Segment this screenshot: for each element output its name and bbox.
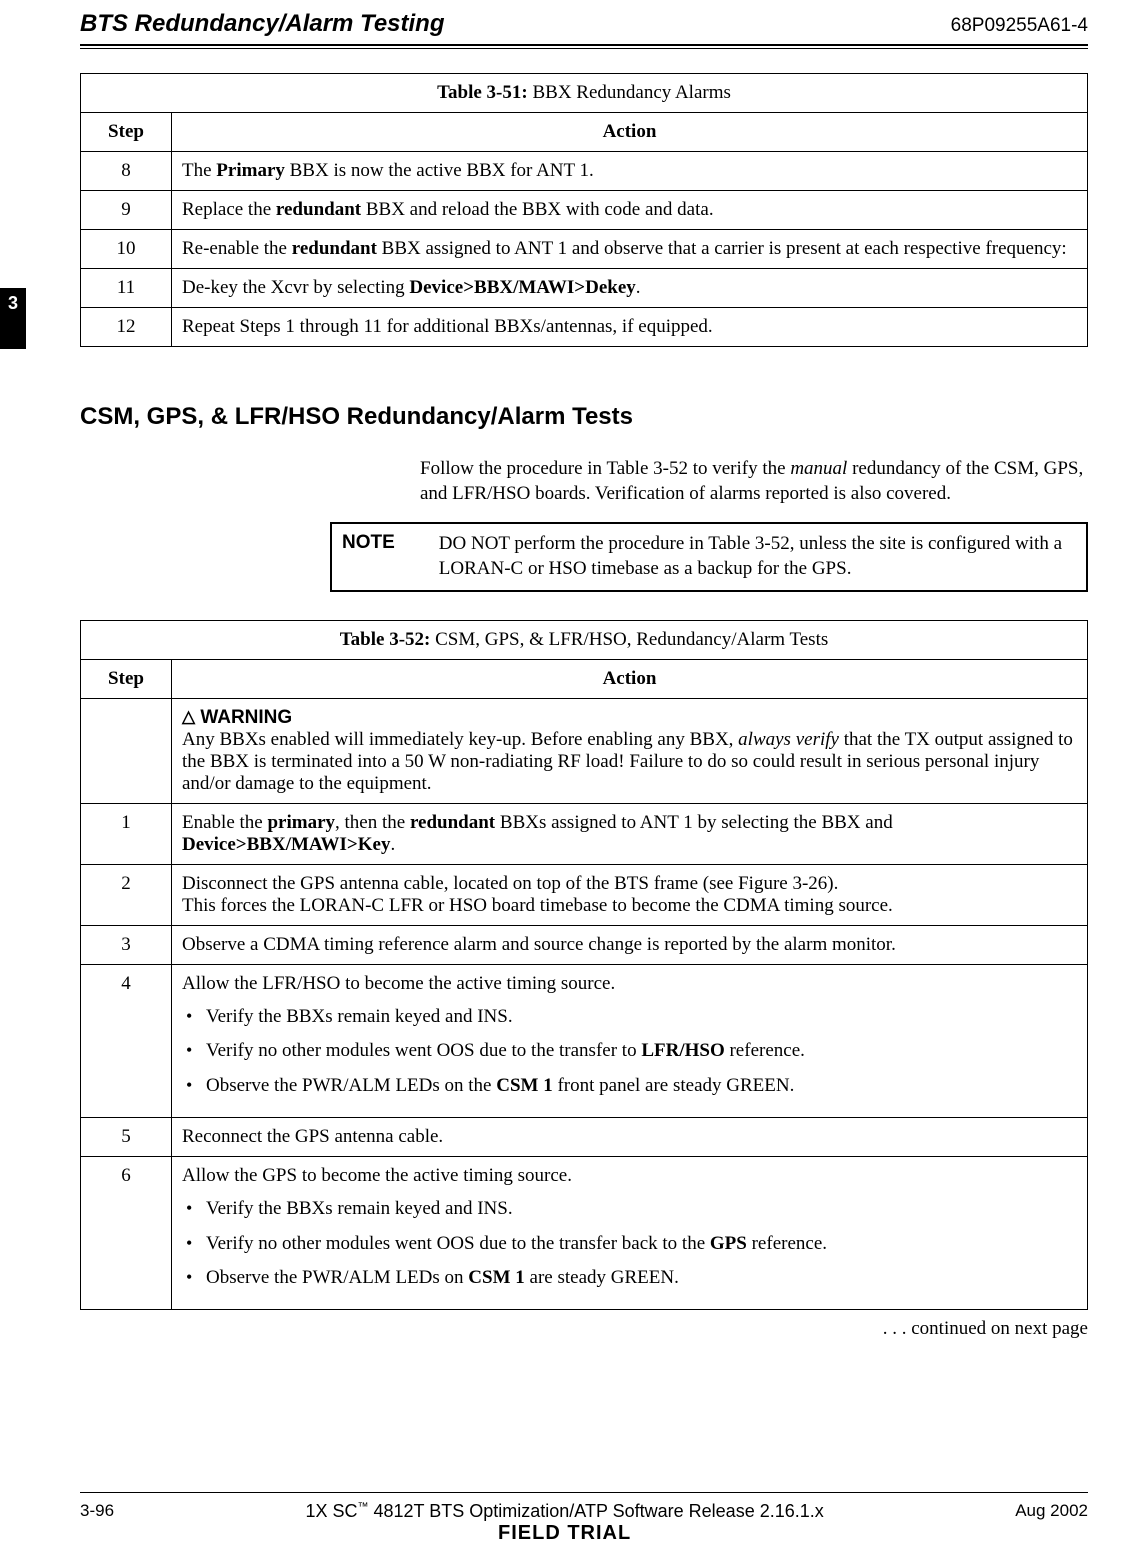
note-box: NOTE DO NOT perform the procedure in Tab… (330, 522, 1088, 591)
note-text: DO NOT perform the procedure in Table 3-… (409, 524, 1086, 589)
table-row: 8 The Primary BBX is now the active BBX … (81, 152, 1088, 191)
list-item: Verify the BBXs remain keyed and INS. (182, 1005, 1077, 1030)
warning-heading: △ WARNING (182, 707, 292, 728)
table-caption: Table 3-52: CSM, GPS, & LFR/HSO, Redunda… (81, 620, 1088, 659)
table-3-51: Table 3-51: BBX Redundancy Alarms Step A… (80, 73, 1088, 347)
table-3-52: Table 3-52: CSM, GPS, & LFR/HSO, Redunda… (80, 620, 1088, 1310)
page-footer: 3-96 1X SC™ 4812T BTS Optimization/ATP S… (80, 1492, 1088, 1545)
chapter-side-tab: 3 (0, 288, 26, 349)
column-header-step: Step (81, 113, 172, 152)
column-header-step: Step (81, 659, 172, 698)
page-header-docnum: 68P09255A61-4 (951, 15, 1088, 37)
list-item: Verify no other modules went OOS due to … (182, 1039, 1077, 1064)
table-row: 12 Repeat Steps 1 through 11 for additio… (81, 308, 1088, 347)
column-header-action: Action (172, 113, 1088, 152)
table-row: 1 Enable the primary, then the redundant… (81, 803, 1088, 864)
footer-page-number: 3-96 (80, 1501, 114, 1521)
footer-date: Aug 2002 (1015, 1501, 1088, 1521)
table-row: 5 Reconnect the GPS antenna cable. (81, 1117, 1088, 1156)
chapter-number: 3 (0, 288, 26, 319)
table-caption: Table 3-51: BBX Redundancy Alarms (81, 74, 1088, 113)
table-row: 11 De-key the Xcvr by selecting Device>B… (81, 269, 1088, 308)
table-row: 2 Disconnect the GPS antenna cable, loca… (81, 864, 1088, 925)
footer-center: 1X SC™ 4812T BTS Optimization/ATP Softwa… (114, 1501, 1015, 1545)
section-heading: CSM, GPS, & LFR/HSO Redundancy/Alarm Tes… (80, 403, 1088, 431)
warning-triangle-icon: △ (182, 707, 195, 726)
column-header-action: Action (172, 659, 1088, 698)
table-row: 4 Allow the LFR/HSO to become the active… (81, 964, 1088, 1117)
table-row: 9 Replace the redundant BBX and reload t… (81, 191, 1088, 230)
list-item: Observe the PWR/ALM LEDs on CSM 1 are st… (182, 1266, 1077, 1291)
continued-text: . . . continued on next page (80, 1318, 1088, 1340)
table-row: 10 Re-enable the redundant BBX assigned … (81, 230, 1088, 269)
section-paragraph: Follow the procedure in Table 3-52 to ve… (420, 457, 1088, 506)
list-item: Verify the BBXs remain keyed and INS. (182, 1197, 1077, 1222)
table-row: 6 Allow the GPS to become the active tim… (81, 1156, 1088, 1309)
list-item: Observe the PWR/ALM LEDs on the CSM 1 fr… (182, 1074, 1077, 1099)
table-row: △ WARNING Any BBXs enabled will immediat… (81, 698, 1088, 803)
list-item: Verify no other modules went OOS due to … (182, 1232, 1077, 1257)
note-label: NOTE (332, 524, 409, 589)
page-header-title: BTS Redundancy/Alarm Testing (80, 10, 445, 38)
table-row: 3 Observe a CDMA timing reference alarm … (81, 925, 1088, 964)
